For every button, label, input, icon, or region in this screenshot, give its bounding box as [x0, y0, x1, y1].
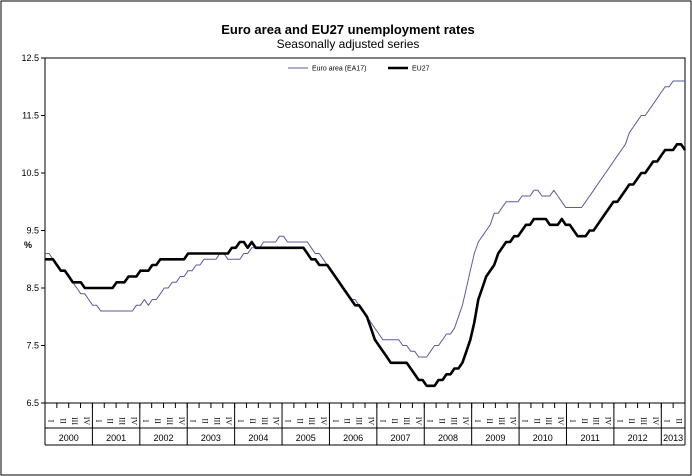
- quarter-label: I: [189, 420, 198, 423]
- quarter-label: III: [592, 417, 601, 425]
- quarter-label: III: [449, 417, 458, 425]
- quarter-label: I: [94, 420, 103, 423]
- quarter-label: II: [390, 418, 399, 424]
- year-label: 2007: [391, 433, 411, 443]
- quarter-label: III: [497, 417, 506, 425]
- legend-label: Euro area (EA17): [312, 66, 366, 73]
- y-tick-label: 10.5: [21, 168, 39, 178]
- year-label: 2005: [296, 433, 316, 443]
- legend-label: EU27: [412, 66, 430, 73]
- quarter-label: I: [568, 420, 577, 423]
- quarter-label: II: [675, 418, 684, 424]
- quarter-label: IV: [414, 417, 423, 426]
- quarter-label: III: [307, 417, 316, 425]
- year-label: 2009: [485, 433, 505, 443]
- y-axis-label: %: [24, 240, 32, 250]
- year-label: 2003: [201, 433, 221, 443]
- quarter-label: II: [106, 418, 115, 424]
- quarter-label: I: [331, 420, 340, 423]
- y-tick-label: 8.5: [26, 283, 39, 293]
- year-label: 2008: [438, 433, 458, 443]
- quarter-label: II: [248, 418, 257, 424]
- series-line-eu27: [45, 143, 687, 388]
- year-label: 2011: [581, 433, 600, 443]
- year-label: 2013: [663, 433, 683, 443]
- quarter-label: III: [639, 417, 648, 425]
- y-axis: 6.5 7.5 8.5 9.5 10.5 11.5 12.5: [21, 53, 45, 408]
- quarter-label: I: [141, 420, 150, 423]
- quarter-label: IV: [129, 417, 138, 426]
- quarter-label: IV: [224, 417, 233, 426]
- quarter-label: I: [46, 420, 55, 423]
- year-label: 2006: [343, 433, 363, 443]
- quarter-label: II: [485, 418, 494, 424]
- quarter-label: II: [580, 418, 589, 424]
- quarter-label: II: [627, 418, 636, 424]
- year-label: 2010: [533, 433, 553, 443]
- quarter-label: II: [295, 418, 304, 424]
- quarter-label: IV: [651, 417, 660, 426]
- year-label: 2001: [106, 433, 126, 443]
- year-label: 2004: [248, 433, 268, 443]
- y-tick-label: 9.5: [26, 226, 39, 236]
- quarter-label: II: [201, 418, 210, 424]
- legend: Euro area (EA17) EU27: [288, 66, 430, 73]
- x-axis: I II III IV I II III IV I II III IV I II III IV I II III IV…: [44, 403, 686, 446]
- quarter-label: II: [58, 418, 67, 424]
- quarter-label: IV: [319, 417, 328, 426]
- quarter-label: IV: [177, 417, 186, 426]
- year-label: 2000: [59, 433, 79, 443]
- quarter-label: III: [544, 417, 553, 425]
- quarter-label: III: [70, 417, 79, 425]
- quarter-label: III: [165, 417, 174, 425]
- quarter-label: IV: [509, 417, 518, 426]
- year-label: 2012: [628, 433, 648, 443]
- quarter-label: I: [473, 420, 482, 423]
- y-tick-label: 11.5: [22, 111, 39, 121]
- year-label: 2002: [154, 433, 174, 443]
- quarter-label: II: [343, 418, 352, 424]
- chart-subtitle: Seasonally adjusted series: [277, 37, 420, 51]
- quarter-label: I: [426, 420, 435, 423]
- quarter-label: IV: [556, 417, 565, 426]
- quarter-label: III: [355, 417, 364, 425]
- quarter-label: IV: [461, 417, 470, 426]
- quarter-label: II: [438, 418, 447, 424]
- quarter-label: II: [532, 418, 541, 424]
- quarter-label: I: [521, 420, 530, 423]
- quarter-label: I: [236, 420, 245, 423]
- y-tick-label: 7.5: [26, 341, 39, 351]
- quarter-label: II: [153, 418, 162, 424]
- quarter-label: IV: [366, 417, 375, 426]
- quarter-label: IV: [272, 417, 281, 426]
- quarter-label: III: [402, 417, 411, 425]
- quarter-label: IV: [82, 417, 91, 426]
- quarter-label: I: [283, 420, 292, 423]
- quarter-label: IV: [603, 417, 612, 426]
- quarter-label: I: [378, 420, 387, 423]
- chart-title: Euro area and EU27 unemployment rates: [221, 22, 475, 37]
- y-tick-label: 6.5: [26, 398, 39, 408]
- series-layer: [45, 80, 687, 388]
- quarter-label: III: [260, 417, 269, 425]
- quarter-label: I: [663, 420, 672, 423]
- y-tick-label: 12.5: [21, 53, 39, 63]
- quarter-label: I: [615, 420, 624, 423]
- quarter-label: III: [212, 417, 221, 425]
- quarter-label: III: [118, 417, 127, 425]
